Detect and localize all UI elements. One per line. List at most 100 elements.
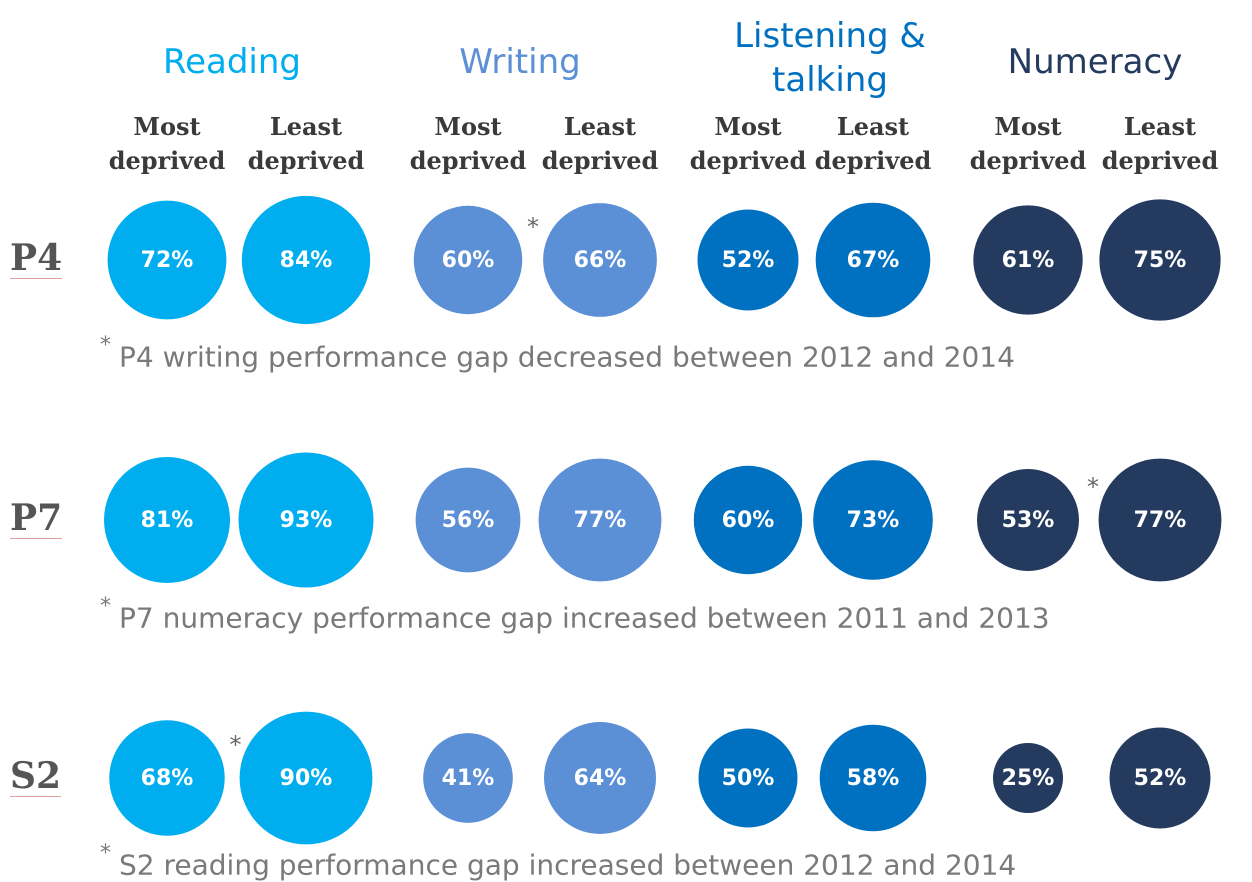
bubble-group: 25% — [993, 743, 1063, 813]
bubble — [993, 743, 1063, 813]
footnote-text: P4 writing performance gap decreased bet… — [119, 340, 1015, 374]
bubble — [697, 209, 799, 311]
bubble-group: 67% — [815, 202, 931, 318]
bubble — [107, 200, 227, 320]
value-label: 52% — [1134, 766, 1187, 791]
bubble-group: 73% — [813, 460, 933, 580]
group-label: Least deprived — [541, 112, 659, 175]
bubble-group: 93% — [238, 452, 374, 588]
bubble — [1098, 458, 1222, 582]
subject-title: Reading — [162, 42, 301, 82]
bubble-group: 52% — [1109, 727, 1211, 829]
bubble — [239, 711, 373, 845]
value-label: 56% — [442, 508, 495, 533]
bubble-group: 50% — [698, 728, 798, 828]
bubble-group: 41% — [423, 733, 513, 823]
value-label: 93% — [280, 508, 333, 533]
value-label: 72% — [141, 248, 194, 273]
bubble — [543, 203, 657, 317]
bubble-group: 56% — [415, 467, 521, 573]
value-label: 81% — [141, 508, 194, 533]
bubble — [977, 469, 1079, 571]
value-label: 64% — [574, 766, 627, 791]
group-label: Most deprived — [409, 112, 527, 175]
group-label: Least deprived — [814, 112, 932, 175]
bubble-group: 64% — [544, 722, 656, 834]
bubble-group: 60% — [693, 465, 803, 575]
value-label: 67% — [847, 248, 900, 273]
row-label: P4 — [10, 237, 63, 279]
bubble-group: 61% — [973, 205, 1083, 315]
bubble — [693, 465, 803, 575]
significance-star: * — [527, 213, 539, 241]
footnote: * S2 reading performance gap increased be… — [100, 841, 1017, 882]
row-label: P7 — [10, 497, 63, 539]
bubble — [413, 205, 523, 315]
bubble — [813, 460, 933, 580]
value-label: 73% — [847, 508, 900, 533]
bubble — [1109, 727, 1211, 829]
bubble — [1099, 199, 1221, 321]
significance-star: * — [230, 731, 242, 759]
subject-title: Writing — [459, 42, 581, 82]
footnote: * P7 numeracy performance gap increased b… — [100, 594, 1050, 635]
value-label: 60% — [722, 508, 775, 533]
group-label: Most deprived — [108, 112, 226, 175]
row-label: S2 — [10, 755, 62, 797]
value-label: 66% — [574, 248, 627, 273]
footnote-text: P7 numeracy performance gap increased be… — [119, 601, 1050, 635]
bubble — [423, 733, 513, 823]
bubble — [819, 724, 927, 832]
bubble-group: 53% — [977, 469, 1079, 571]
group-label: Most deprived — [969, 112, 1087, 175]
group-label: Most deprived — [689, 112, 807, 175]
bubble-group: 60% — [413, 205, 523, 315]
bubble — [538, 458, 662, 582]
bubble — [544, 722, 656, 834]
bubble — [973, 205, 1083, 315]
value-label: 53% — [1002, 508, 1055, 533]
footnote: * P4 writing performance gap decreased be… — [100, 333, 1015, 374]
footnote-star: * — [100, 594, 111, 619]
bubble — [104, 457, 230, 583]
value-label: 68% — [141, 766, 194, 791]
bubble-group: 58% — [819, 724, 927, 832]
bubble — [815, 202, 931, 318]
value-label: 50% — [722, 766, 775, 791]
bubble — [415, 467, 521, 573]
significance-star: * — [1087, 473, 1099, 501]
value-label: 25% — [1002, 766, 1055, 791]
bubble-group: 66% — [543, 203, 657, 317]
subject-title: Numeracy — [1007, 42, 1183, 82]
value-label: 84% — [280, 248, 333, 273]
bubble-group: 77% — [538, 458, 662, 582]
bubble-group: 84% — [241, 195, 371, 325]
value-label: 75% — [1134, 248, 1187, 273]
bubble — [238, 452, 374, 588]
bubble-group: 68% — [109, 720, 225, 836]
bubble-group: 72% — [107, 200, 227, 320]
bubble — [109, 720, 225, 836]
value-label: 60% — [442, 248, 495, 273]
footnote-text: S2 reading performance gap increased bet… — [119, 848, 1017, 882]
footnote-star: * — [100, 333, 111, 358]
value-label: 77% — [574, 508, 627, 533]
bubble — [241, 195, 371, 325]
value-label: 77% — [1134, 508, 1187, 533]
bubble-group: 81% — [104, 457, 230, 583]
group-label: Least deprived — [1101, 112, 1219, 175]
bubble-group: 77% — [1098, 458, 1222, 582]
value-label: 52% — [722, 248, 775, 273]
value-label: 41% — [442, 766, 495, 791]
subject-title: Listening & talking — [734, 16, 926, 100]
bubble-group: 90% — [239, 711, 373, 845]
bubble-group: 52% — [697, 209, 799, 311]
bubble-group: 75% — [1099, 199, 1221, 321]
footnote-star: * — [100, 841, 111, 866]
value-label: 90% — [280, 766, 333, 791]
group-label: Least deprived — [247, 112, 365, 175]
bubble — [698, 728, 798, 828]
value-label: 58% — [847, 766, 900, 791]
